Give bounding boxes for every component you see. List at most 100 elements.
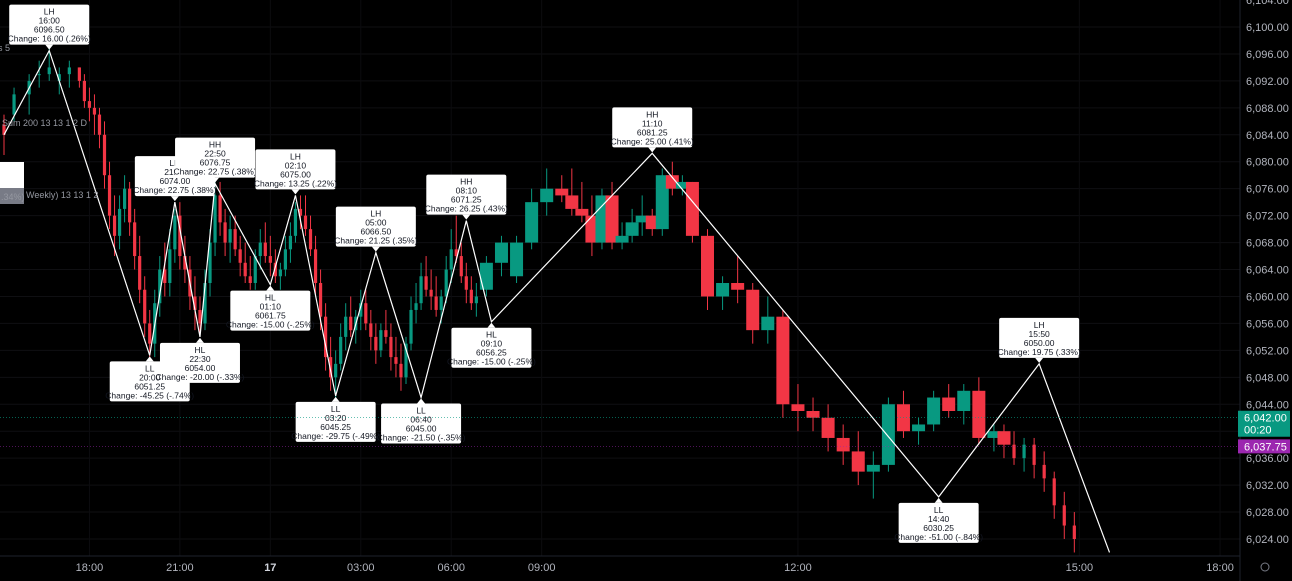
candle xyxy=(409,296,413,351)
ghost-box xyxy=(0,162,24,188)
candle-body xyxy=(469,289,473,304)
pivot-label-line: Change: -15.00 (-.25%) xyxy=(447,357,536,367)
ghost-label: .34%) xyxy=(1,192,25,202)
candle-body xyxy=(645,215,659,230)
candle xyxy=(133,208,137,270)
candle xyxy=(92,94,97,135)
candle xyxy=(339,323,343,371)
candle-body xyxy=(128,188,132,223)
candle-body xyxy=(77,67,81,81)
candle-body xyxy=(82,80,86,102)
candle-body xyxy=(525,202,539,243)
candle-body xyxy=(424,276,428,290)
candle-body xyxy=(193,296,197,310)
candle xyxy=(399,343,403,391)
zigzag-line xyxy=(3,49,1111,553)
candle-body xyxy=(258,242,262,257)
candle xyxy=(665,161,679,196)
candle xyxy=(972,377,986,445)
candle xyxy=(268,235,272,277)
pivot-label-line: Change: 16.00 (.26%) xyxy=(8,34,91,44)
pivot-label-line: 22:50 xyxy=(204,149,226,159)
pivot-label-line: 02:10 xyxy=(285,160,307,170)
candle xyxy=(791,384,805,432)
price-tick-label: 6,092.00 xyxy=(1246,76,1289,88)
candle-body xyxy=(303,215,308,230)
candle-body xyxy=(138,256,142,290)
candle xyxy=(37,60,41,88)
pivot-label-pointer xyxy=(648,147,657,153)
pivot-label-line: 6074.00 xyxy=(159,176,190,186)
pivot-label-line: LL xyxy=(145,363,155,373)
ghost-label: s 5 xyxy=(0,43,10,53)
pivot-label-line: 6030.25 xyxy=(923,523,954,533)
candle-body xyxy=(359,303,363,317)
time-tick-label: 03:00 xyxy=(347,562,375,574)
pivot-label-box xyxy=(335,206,416,247)
pivot-label-line: 11:10 xyxy=(642,118,663,128)
candle-body xyxy=(912,424,926,432)
candle-body xyxy=(208,242,212,283)
candle xyxy=(866,451,880,499)
price-tick-label: 6,060.00 xyxy=(1246,291,1289,303)
candle-body xyxy=(665,175,679,189)
time-axis[interactable]: 18:00 21:00 17 03:00 06:00 09:00 12:00 15:00 18:… xyxy=(0,555,1270,574)
pivot-label-pointer xyxy=(195,337,204,343)
candle-body xyxy=(198,309,202,324)
pivot-label-line: HL xyxy=(265,293,276,303)
candle-body xyxy=(851,451,865,472)
candle xyxy=(218,181,222,236)
candle-body xyxy=(394,357,398,364)
candle-body xyxy=(168,249,172,283)
pivot-label-box xyxy=(175,137,256,178)
candle xyxy=(555,175,569,203)
candle-body xyxy=(479,262,493,290)
price-tag-value: 6,042.00 xyxy=(1244,413,1287,425)
pivot-label-line: Change: 25.00 (.41%) xyxy=(611,136,694,146)
candle xyxy=(107,161,112,230)
candle xyxy=(143,276,147,337)
candle xyxy=(761,296,775,344)
candle-body xyxy=(47,67,51,75)
candle-body xyxy=(701,235,714,297)
candle-body xyxy=(806,411,820,418)
pivot-label-box xyxy=(426,174,507,215)
price-axis[interactable]: 6,024.006,028.006,032.006,036.006,040.00… xyxy=(1239,0,1289,581)
pivot-label-line: 05:00 xyxy=(365,218,387,228)
candle xyxy=(374,323,378,364)
zigzag-lines xyxy=(3,49,1111,553)
pivot-label-line: LH xyxy=(44,7,55,17)
pivot-label-line: LL xyxy=(934,505,944,515)
candle-body xyxy=(67,67,71,75)
time-tick-label: 06:00 xyxy=(437,562,465,574)
candle xyxy=(293,202,298,243)
candle-body xyxy=(344,316,348,337)
candle xyxy=(238,235,242,277)
pivot-label-line: 20:00 xyxy=(139,372,161,382)
candle-body xyxy=(253,256,257,283)
candle xyxy=(77,67,81,88)
price-tick-label: 6,104.00 xyxy=(1246,0,1289,7)
candle xyxy=(454,215,458,263)
candle xyxy=(776,309,790,418)
candle-body xyxy=(957,390,971,411)
candle xyxy=(645,208,659,236)
pivot-label-line: 16:00 xyxy=(39,16,61,26)
candle xyxy=(449,229,453,283)
pivot-label-pointer xyxy=(462,214,471,220)
pivot-label-pointer xyxy=(487,322,496,328)
pivot-label-box xyxy=(898,502,979,543)
candle xyxy=(359,289,363,331)
candle-body xyxy=(213,195,217,243)
candle xyxy=(444,256,448,304)
candle-body xyxy=(675,181,689,189)
candle xyxy=(369,309,373,351)
pivot-label-line: Change: 26.25 (.43%) xyxy=(425,204,508,214)
candle xyxy=(97,107,102,149)
candle xyxy=(942,384,956,418)
candle xyxy=(329,336,333,391)
candle-body xyxy=(449,249,453,270)
